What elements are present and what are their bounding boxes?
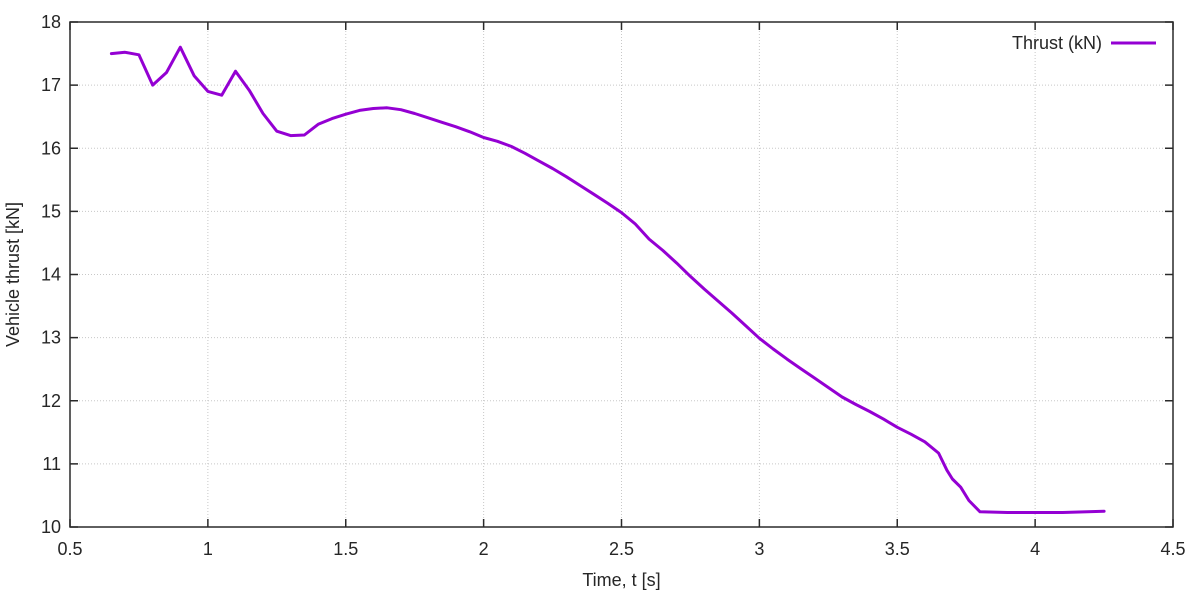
x-tick-label: 1 xyxy=(203,539,213,559)
y-tick-label: 14 xyxy=(41,265,61,285)
x-tick-label: 2.5 xyxy=(609,539,634,559)
y-tick-label: 17 xyxy=(41,75,61,95)
x-tick-label: 3.5 xyxy=(885,539,910,559)
y-tick-label: 12 xyxy=(41,391,61,411)
y-tick-label: 10 xyxy=(41,517,61,537)
x-tick-label: 4.5 xyxy=(1160,539,1185,559)
thrust-series-line xyxy=(109,45,1106,514)
y-tick-label: 11 xyxy=(42,454,61,474)
plot-border xyxy=(69,21,1174,528)
legend-label: Thrust (kN) xyxy=(1012,33,1102,53)
y-tick-label: 13 xyxy=(41,328,61,348)
y-tick-label: 18 xyxy=(41,12,61,32)
x-tick-label: 0.5 xyxy=(57,539,82,559)
x-tick-label: 3 xyxy=(754,539,764,559)
y-tick-label: 16 xyxy=(41,138,61,158)
x-axis-title: Time, t [s] xyxy=(582,570,660,590)
x-tick-label: 1.5 xyxy=(333,539,358,559)
x-tick-label: 2 xyxy=(479,539,489,559)
y-tick-label: 15 xyxy=(41,201,61,221)
x-tick-label: 4 xyxy=(1030,539,1040,559)
y-axis-title: Vehicle thrust [kN] xyxy=(3,202,23,347)
